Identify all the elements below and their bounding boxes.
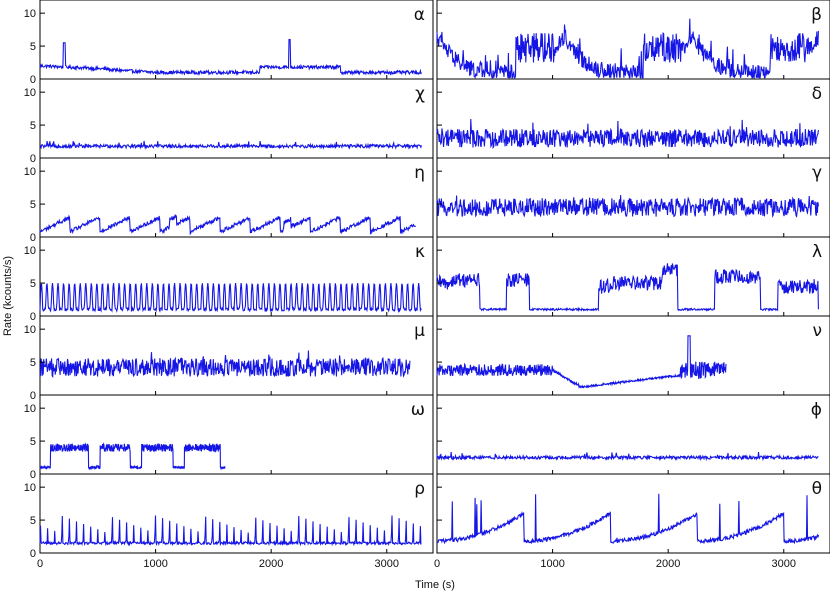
- series-line: [436, 335, 727, 389]
- y-tick-label: 10: [24, 8, 36, 20]
- panel-frame: [39, 0, 434, 80]
- y-tick-label: 10: [24, 245, 36, 257]
- y-tick-label: 5: [30, 357, 36, 369]
- panel-class-label: β: [811, 5, 822, 25]
- y-tick-label: 5: [30, 199, 36, 211]
- x-tick-label: 0: [434, 558, 440, 570]
- panel-class-label: η: [414, 163, 425, 183]
- panel-class-label: ω: [411, 400, 425, 420]
- series-line: [39, 350, 411, 379]
- series-line: [39, 283, 422, 314]
- panel-frame: [39, 394, 434, 475]
- x-tick-label: 2000: [259, 558, 283, 570]
- panel-7: λ: [436, 236, 830, 317]
- panel-6: 0 5 10 κ: [24, 236, 434, 323]
- panel-1: β: [436, 0, 830, 80]
- x-tick-label: 3000: [772, 558, 796, 570]
- panel-0: 0 5 10 α: [24, 0, 434, 86]
- panels-group: 0 5 10 α β 0 5 10 χ δ 0 5 10 η γ 0 5 10 κ λ 0 5 10 μ ν 0 5 10 ω ϕ 0 5 10…: [24, 0, 830, 570]
- x-tick-label: 1000: [143, 558, 167, 570]
- panel-class-label: ν: [813, 321, 823, 341]
- y-tick-label: 0: [30, 390, 36, 402]
- y-tick-label: 0: [30, 232, 36, 244]
- y-tick-label: 0: [30, 548, 36, 560]
- panel-frame: [436, 78, 830, 159]
- series-line: [436, 452, 819, 462]
- y-tick-label: 10: [24, 87, 36, 99]
- y-axis-title: Rate (kcounts/s): [2, 256, 14, 336]
- panel-frame: [436, 394, 830, 475]
- panel-class-label: μ: [414, 321, 425, 341]
- y-tick-label: 0: [30, 469, 36, 481]
- series-line: [39, 38, 422, 77]
- series-line: [436, 118, 819, 150]
- panel-3: δ: [436, 78, 830, 159]
- y-tick-label: 10: [24, 403, 36, 415]
- x-tick-label: 1000: [540, 558, 564, 570]
- y-tick-label: 10: [24, 166, 36, 178]
- series-line: [436, 263, 819, 312]
- panel-class-label: δ: [812, 84, 822, 104]
- panel-class-label: ρ: [414, 479, 425, 499]
- x-tick-label: 2000: [656, 558, 680, 570]
- y-tick-label: 5: [30, 41, 36, 53]
- panel-class-label: θ: [812, 479, 822, 499]
- y-tick-label: 0: [30, 153, 36, 165]
- panel-13: 0 1000 2000 3000 θ: [434, 473, 830, 570]
- y-tick-label: 5: [30, 278, 36, 290]
- y-tick-label: 10: [24, 324, 36, 336]
- panel-frame: [39, 315, 434, 396]
- y-tick-label: 10: [24, 482, 36, 494]
- panel-frame: [436, 473, 830, 554]
- series-line: [39, 442, 226, 471]
- panel-2: 0 5 10 χ: [24, 78, 434, 165]
- panel-11: ϕ: [436, 394, 830, 475]
- series-line: [436, 493, 819, 545]
- panel-10: 0 5 10 ω: [24, 394, 434, 481]
- y-tick-label: 5: [30, 436, 36, 448]
- series-line: [39, 214, 416, 236]
- y-tick-label: 5: [30, 515, 36, 527]
- panel-class-label: ϕ: [811, 400, 822, 420]
- panel-class-label: γ: [812, 163, 822, 183]
- panel-9: ν: [436, 315, 830, 396]
- y-tick-label: 0: [30, 74, 36, 86]
- panel-class-label: χ: [415, 84, 425, 104]
- panel-frame: [436, 315, 830, 396]
- series-line: [39, 140, 422, 150]
- panel-12: 0 5 10 0 1000 2000 3000 ρ: [24, 473, 434, 570]
- x-tick-label: 0: [37, 558, 43, 570]
- panel-8: 0 5 10 μ: [24, 315, 434, 402]
- series-line: [39, 515, 422, 547]
- y-tick-label: 5: [30, 120, 36, 132]
- y-tick-label: 0: [30, 311, 36, 323]
- panel-frame: [39, 473, 434, 554]
- panel-frame: [436, 157, 830, 238]
- panel-class-label: α: [414, 5, 425, 25]
- panel-5: γ: [436, 157, 830, 238]
- series-line: [436, 195, 819, 218]
- panel-4: 0 5 10 η: [24, 157, 434, 244]
- panel-class-label: λ: [812, 242, 822, 262]
- x-axis-title: Time (s): [415, 579, 455, 591]
- x-tick-label: 3000: [375, 558, 399, 570]
- series-line: [436, 18, 819, 80]
- panel-class-label: κ: [415, 242, 425, 262]
